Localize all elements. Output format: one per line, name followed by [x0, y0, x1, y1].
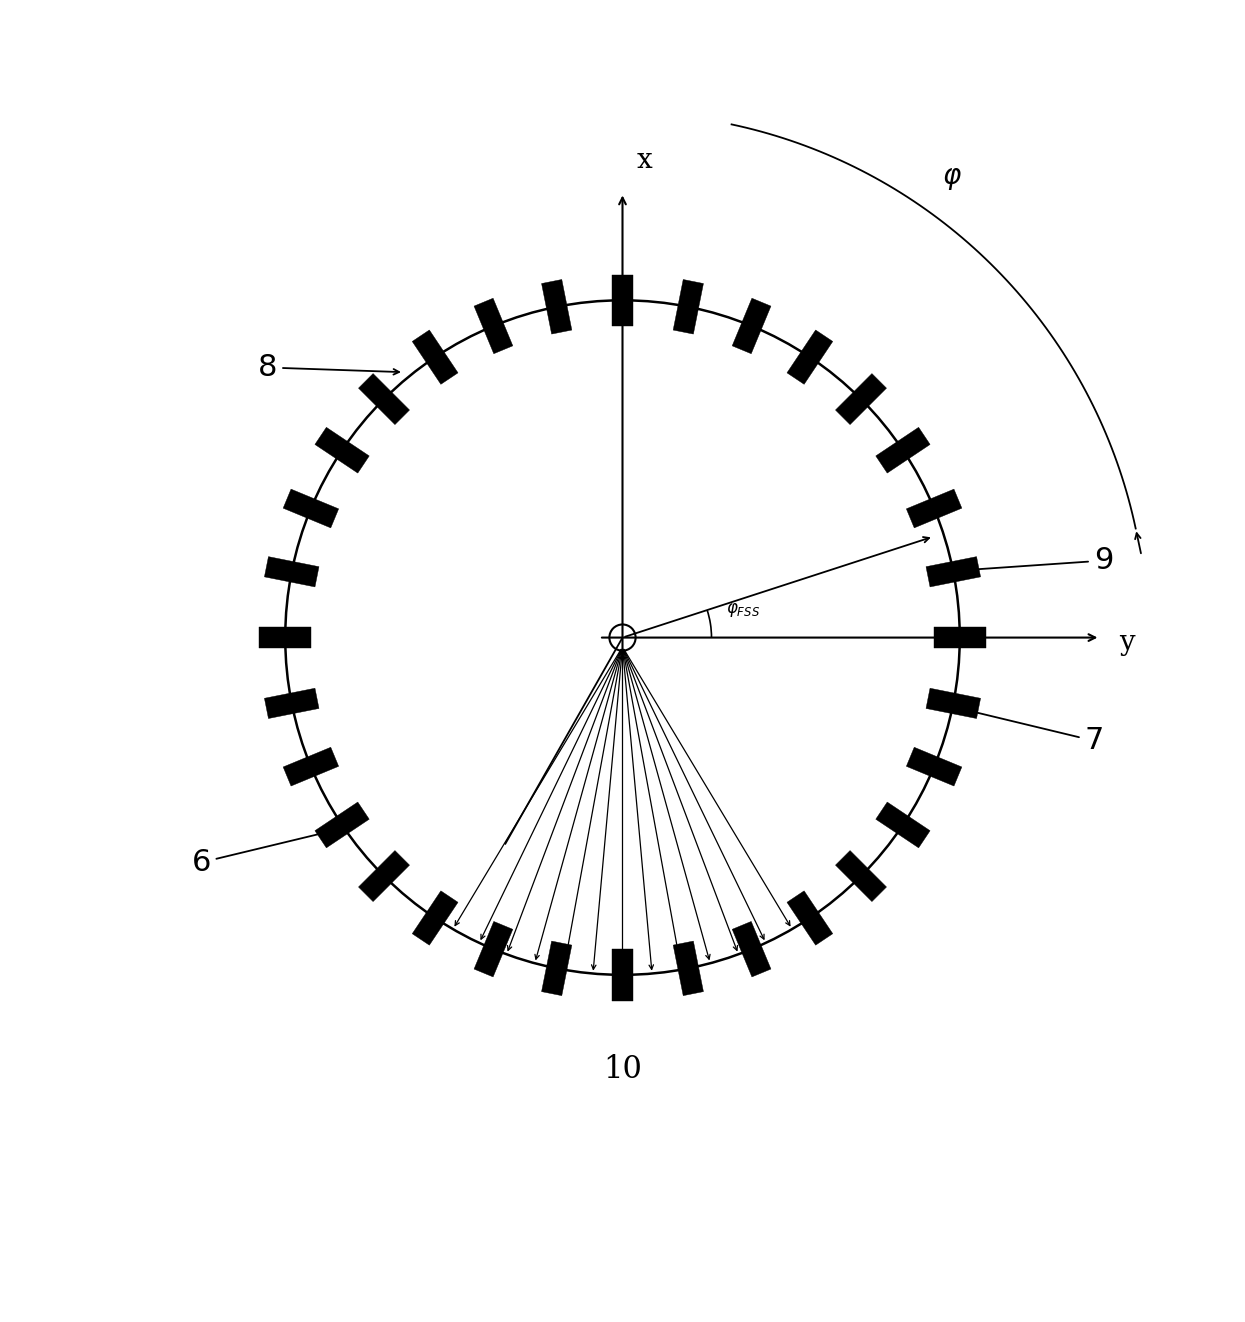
Polygon shape: [926, 557, 981, 587]
Text: 10: 10: [603, 1055, 642, 1085]
Text: 9: 9: [972, 546, 1113, 575]
Text: y: y: [1119, 629, 1134, 656]
Text: 7: 7: [962, 707, 1104, 755]
Polygon shape: [674, 941, 703, 995]
Polygon shape: [934, 627, 986, 648]
Polygon shape: [875, 802, 930, 847]
Text: 8: 8: [258, 353, 400, 382]
Polygon shape: [674, 279, 703, 334]
Polygon shape: [359, 850, 410, 902]
Polygon shape: [875, 427, 930, 473]
Text: $\varphi_{FSS}$: $\varphi_{FSS}$: [726, 600, 759, 619]
Polygon shape: [315, 427, 370, 473]
Polygon shape: [474, 299, 513, 354]
Text: 6: 6: [192, 829, 332, 876]
Polygon shape: [412, 891, 458, 945]
Polygon shape: [906, 747, 962, 787]
Polygon shape: [283, 747, 339, 787]
Polygon shape: [732, 299, 771, 354]
Polygon shape: [787, 891, 833, 945]
Polygon shape: [283, 489, 339, 527]
Polygon shape: [474, 921, 513, 977]
Polygon shape: [315, 802, 370, 847]
Polygon shape: [926, 689, 981, 719]
Polygon shape: [835, 374, 886, 424]
Polygon shape: [787, 330, 833, 385]
Polygon shape: [542, 941, 571, 995]
Polygon shape: [542, 279, 571, 334]
Text: x: x: [636, 147, 652, 173]
Polygon shape: [359, 374, 410, 424]
Polygon shape: [732, 921, 771, 977]
Text: $\varphi$: $\varphi$: [942, 165, 962, 193]
Polygon shape: [412, 330, 458, 385]
Polygon shape: [906, 489, 962, 527]
Polygon shape: [259, 627, 311, 648]
Polygon shape: [264, 557, 319, 587]
Polygon shape: [613, 949, 632, 1001]
Polygon shape: [835, 850, 886, 902]
Polygon shape: [613, 275, 632, 327]
Polygon shape: [264, 689, 319, 719]
